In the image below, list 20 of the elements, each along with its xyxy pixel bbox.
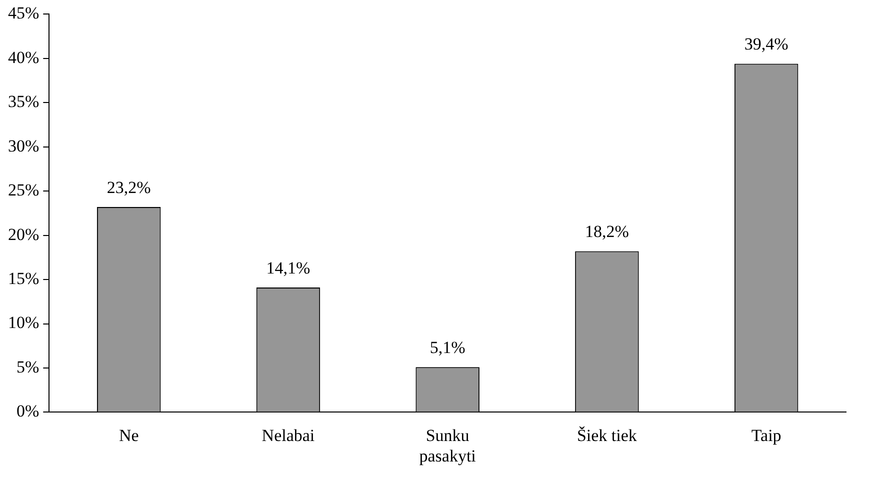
y-tick-label: 45% bbox=[8, 4, 40, 23]
y-tick-label: 20% bbox=[8, 224, 40, 244]
y-tick-label: 25% bbox=[8, 180, 40, 200]
data-label: 23,2% bbox=[106, 178, 151, 197]
data-label: 14,1% bbox=[266, 258, 310, 278]
y-tick-label: 0% bbox=[16, 402, 40, 421]
x-tick-label: Taip bbox=[751, 426, 782, 445]
y-tick-label: 35% bbox=[8, 92, 40, 112]
x-tick-label: Šiek tiek bbox=[576, 426, 638, 445]
y-tick-label: 30% bbox=[8, 136, 40, 156]
data-label: 5,1% bbox=[430, 338, 466, 358]
y-tick-label: 10% bbox=[8, 313, 40, 332]
y-tick-label: 40% bbox=[8, 48, 40, 67]
x-tick-label: Sunku pasakyti bbox=[419, 426, 476, 466]
y-tick-label: 5% bbox=[16, 357, 40, 376]
y-tick-label: 15% bbox=[8, 269, 40, 288]
x-tick-label: Nelabai bbox=[262, 426, 315, 445]
x-tick-label: Ne bbox=[118, 426, 139, 445]
data-label: 18,2% bbox=[584, 222, 629, 242]
data-label: 39,4% bbox=[744, 34, 788, 54]
